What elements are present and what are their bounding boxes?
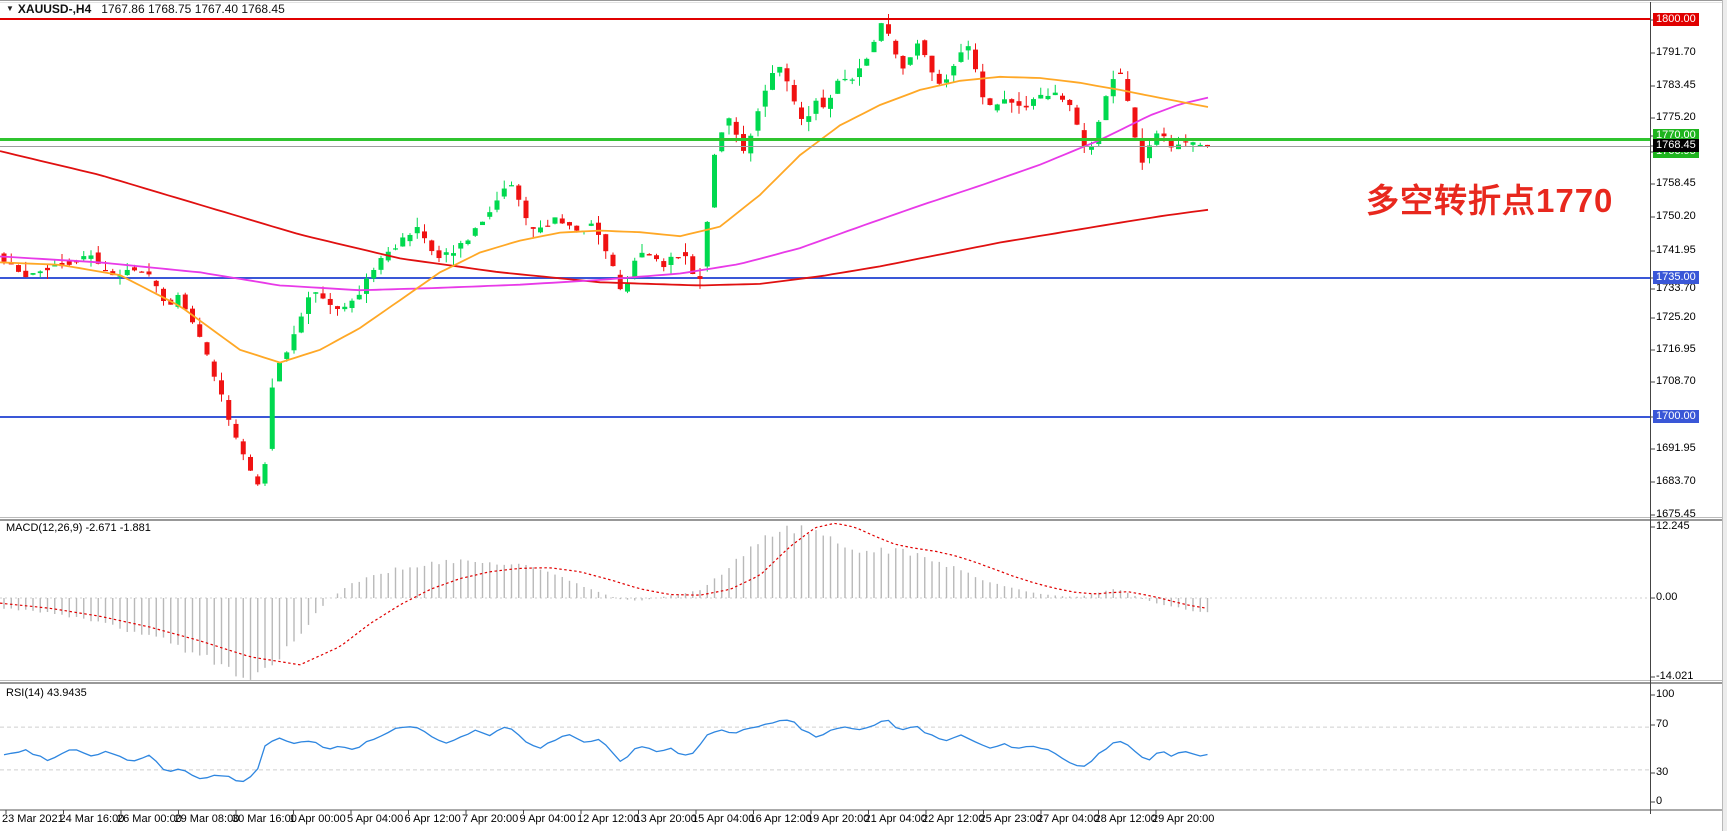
date-axis-label: 30 Mar 16:00 xyxy=(232,813,297,825)
axis-tick-label: 1683.70 xyxy=(1656,475,1696,487)
date-axis-label: 24 Mar 16:00 xyxy=(59,813,125,825)
macd-indicator-label: MACD(12,26,9) -2.671 -1.881 xyxy=(6,522,151,534)
date-axis-label: 1 Apr 00:00 xyxy=(289,813,346,825)
axis-tick-label: 70 xyxy=(1656,718,1669,730)
date-axis-label: 12 Apr 12:00 xyxy=(577,813,640,825)
axis-tick-label: 1758.45 xyxy=(1656,177,1696,189)
date-axis-label: 25 Apr 23:00 xyxy=(979,813,1042,825)
price-level-label: 1700.00 xyxy=(1653,410,1699,423)
date-axis-label: 5 Apr 04:00 xyxy=(347,813,404,825)
date-axis-label: 16 Apr 12:00 xyxy=(749,813,812,825)
date-axis-label: 28 Apr 12:00 xyxy=(1094,813,1157,825)
date-axis-label: 29 Mar 08:00 xyxy=(174,813,240,825)
date-axis-label: 27 Apr 04:00 xyxy=(1037,813,1100,825)
axis-tick-label: 1675.45 xyxy=(1656,508,1696,520)
axis-tick-label: 1775.20 xyxy=(1656,111,1696,123)
axis-tick-label: 1783.45 xyxy=(1656,79,1696,91)
axis-tick-label: 1750.20 xyxy=(1656,210,1696,222)
axis-tick-label: 0 xyxy=(1656,795,1663,807)
axis-tick-label: 1716.95 xyxy=(1656,343,1696,355)
axis-tick-label: 1708.70 xyxy=(1656,375,1696,387)
price-level-label: 1768.45 xyxy=(1653,139,1699,152)
price-level-label: 1735.00 xyxy=(1653,271,1699,284)
date-axis-label: 22 Apr 12:00 xyxy=(922,813,985,825)
ohlc-values: 1767.86 1768.75 1767.40 1768.45 xyxy=(101,2,285,16)
axis-tick-label: 1741.95 xyxy=(1656,244,1696,256)
axis-tick-label: -14.021 xyxy=(1656,670,1694,682)
date-axis-label: 15 Apr 04:00 xyxy=(692,813,755,825)
date-axis-label: 19 Apr 20:00 xyxy=(807,813,870,825)
axis-tick-label: 1791.70 xyxy=(1656,46,1696,58)
date-axis-label: 6 Apr 12:00 xyxy=(404,813,461,825)
axis-tick-label: 1725.20 xyxy=(1656,311,1696,323)
date-axis-label: 26 Mar 00:00 xyxy=(117,813,182,825)
date-axis-label: 29 Apr 20:00 xyxy=(1152,813,1215,825)
axis-tick-label: 1733.70 xyxy=(1656,282,1696,294)
axis-tick-label: 100 xyxy=(1656,688,1675,700)
axis-tick-label: 12.245 xyxy=(1656,520,1690,532)
date-axis-label: 13 Apr 20:00 xyxy=(634,813,697,825)
window-right-edge xyxy=(1722,0,1727,831)
chart-header: ▼ XAUUSD-,H4 1767.86 1768.75 1767.40 1768.… xyxy=(6,2,285,16)
axis-tick-label: 30 xyxy=(1656,766,1669,778)
axis-tick-label: 0.00 xyxy=(1656,591,1678,603)
price-level-label: 1770.00 xyxy=(1653,129,1699,142)
axis-tick-label: 1691.95 xyxy=(1656,442,1696,454)
rsi-indicator-label: RSI(14) 43.9435 xyxy=(6,687,87,699)
date-axis-label: 7 Apr 20:00 xyxy=(462,813,519,825)
symbol-timeframe-label: XAUUSD-,H4 xyxy=(17,2,92,16)
date-axis-label: 21 Apr 04:00 xyxy=(864,813,927,825)
symbol-dropdown-icon[interactable]: ▼ xyxy=(6,4,14,13)
price-level-label: 1800.00 xyxy=(1653,13,1699,26)
annotation-text: 多空转折点1770 xyxy=(1366,182,1614,219)
date-axis-label: 9 Apr 04:00 xyxy=(519,813,576,825)
date-axis-label: 23 Mar 2021 xyxy=(2,813,64,825)
